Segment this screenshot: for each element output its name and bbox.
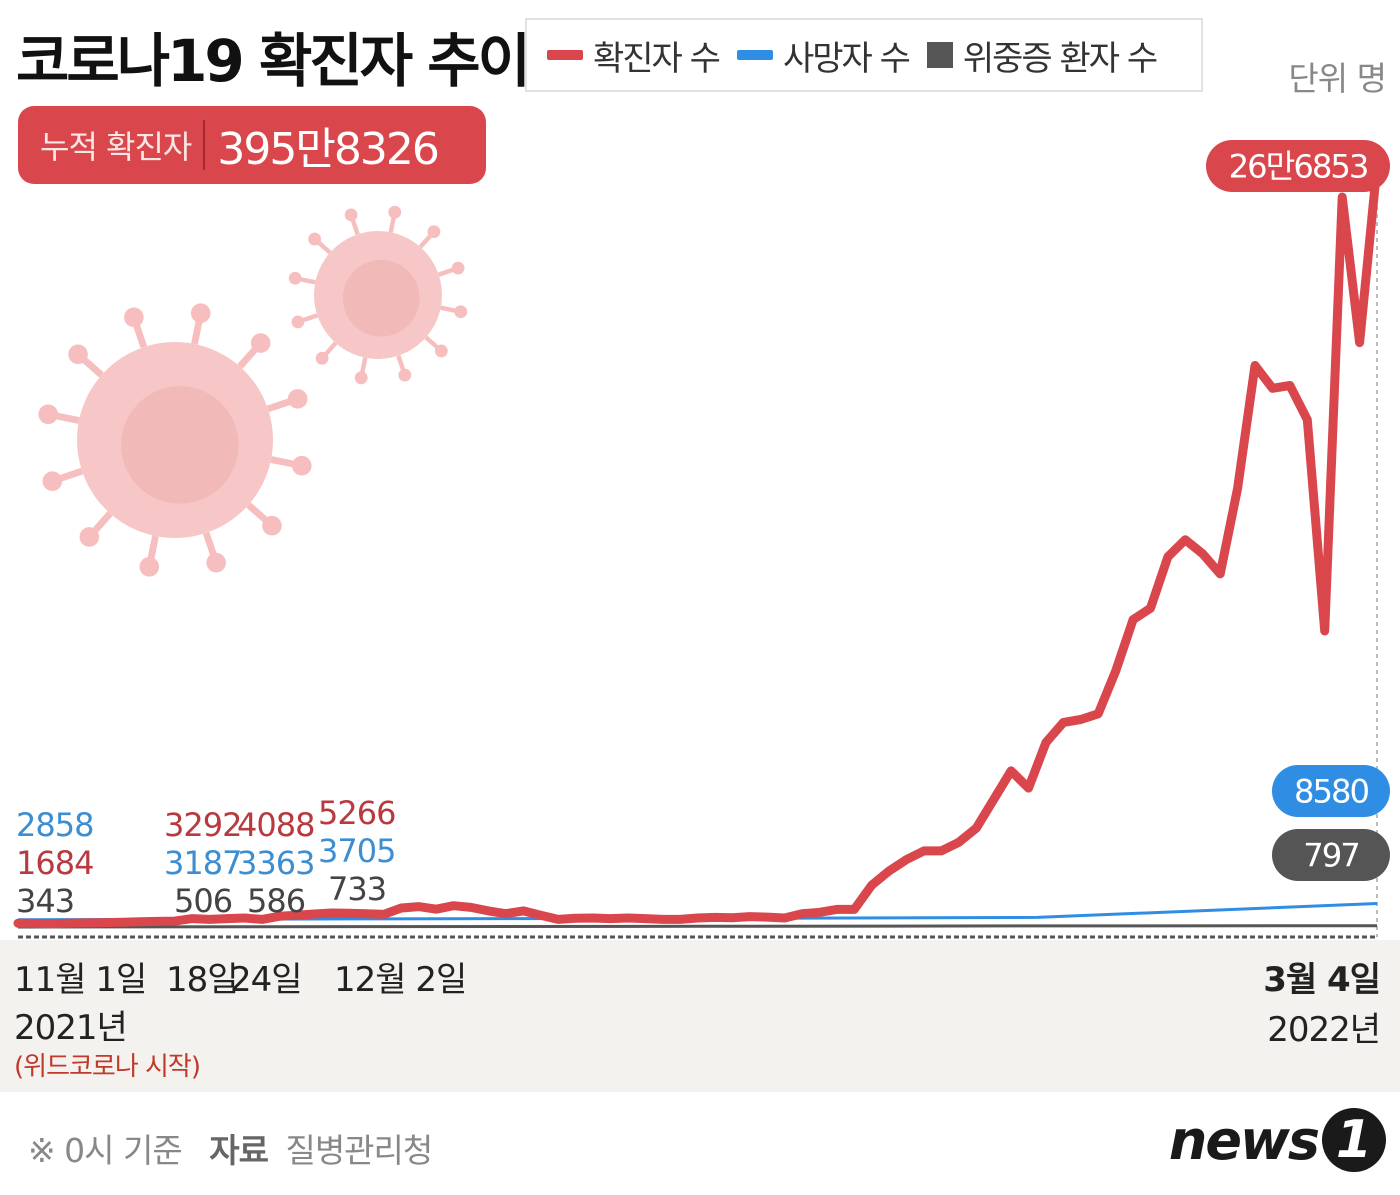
legend-label-critical: 위중증 환자 수 — [962, 38, 1158, 79]
chart-title: 코로나19 확진자 추이 — [16, 27, 531, 95]
point-label: 343 — [16, 882, 74, 920]
point-label: 3363 — [237, 844, 314, 882]
cumulative-value: 395만8326 — [217, 124, 439, 175]
point-label: 733 — [328, 870, 386, 908]
unit-label: 단위 명 — [1288, 59, 1387, 98]
cumulative-label: 누적 확진자 — [40, 128, 192, 166]
footer-source: 질병관리청 — [285, 1131, 433, 1170]
x-label-mar4: 3월 4일 — [1263, 960, 1381, 1000]
end-label-deaths: 8580 — [1272, 765, 1390, 817]
legend-label-confirmed: 확진자 수 — [593, 38, 721, 79]
x-axis-band: 11월 1일 18일 24일 12월 2일 3월 4일 2021년 2022년 — [0, 940, 1400, 1092]
with-corona-note: (위드코로나 시작) — [14, 1052, 201, 1082]
footer: ※ 0시 기준 자료 질병관리청 — [28, 1124, 433, 1172]
news1-logo: news 1 — [1169, 1108, 1386, 1172]
svg-text:797: 797 — [1303, 836, 1359, 874]
cumulative-divider — [203, 120, 206, 170]
legend-item-confirmed: 확진자 수 — [547, 31, 721, 80]
x-label-dec2: 12월 2일 — [334, 960, 467, 1000]
logo-text: news — [1168, 1108, 1320, 1172]
legend-swatch-confirmed — [547, 50, 583, 60]
point-label: 1684 — [16, 844, 93, 882]
legend-swatch-deaths — [736, 50, 773, 60]
point-label: 3187 — [164, 844, 241, 882]
footer-basis: ※ 0시 기준 — [28, 1131, 183, 1170]
logo-mark: 1 — [1322, 1108, 1386, 1172]
end-label-critical: 797 — [1272, 829, 1390, 881]
virus-illustrations — [38, 205, 468, 577]
year-end: 2022년 — [1267, 1010, 1381, 1050]
series-line-confirmed — [13, 161, 1382, 929]
series-line-critical — [17, 924, 1378, 929]
year-start: 2021년 — [14, 1008, 128, 1048]
footer-source-label: 자료 — [209, 1131, 269, 1170]
x-label-nov1: 11월 1일 — [14, 960, 147, 1000]
point-label: 506 — [174, 882, 232, 920]
svg-text:26만6853: 26만6853 — [1229, 147, 1368, 185]
legend: 확진자 수 사망자 수 위중증 환자 수 — [525, 18, 1203, 92]
svg-text:8580: 8580 — [1294, 772, 1369, 810]
point-label: 2858 — [16, 806, 93, 844]
legend-swatch-critical — [926, 42, 953, 68]
x-label-24: 24일 — [230, 960, 303, 1000]
legend-label-deaths: 사망자 수 — [782, 38, 911, 79]
legend-item-critical: 위중증 환자 수 — [926, 31, 1158, 80]
virus-icon-large — [38, 303, 312, 577]
point-label: 5266 — [318, 794, 395, 832]
end-label-confirmed: 26만6853 — [1206, 140, 1390, 192]
point-label: 3705 — [318, 832, 395, 870]
cumulative-badge: 누적 확진자 395만8326 — [18, 106, 486, 184]
x-label-18: 18일 — [166, 960, 239, 1000]
legend-item-deaths: 사망자 수 — [736, 31, 911, 80]
point-label: 4088 — [237, 806, 314, 844]
point-label: 3292 — [164, 806, 241, 844]
point-label: 586 — [247, 882, 305, 920]
virus-icon-small — [288, 205, 468, 385]
